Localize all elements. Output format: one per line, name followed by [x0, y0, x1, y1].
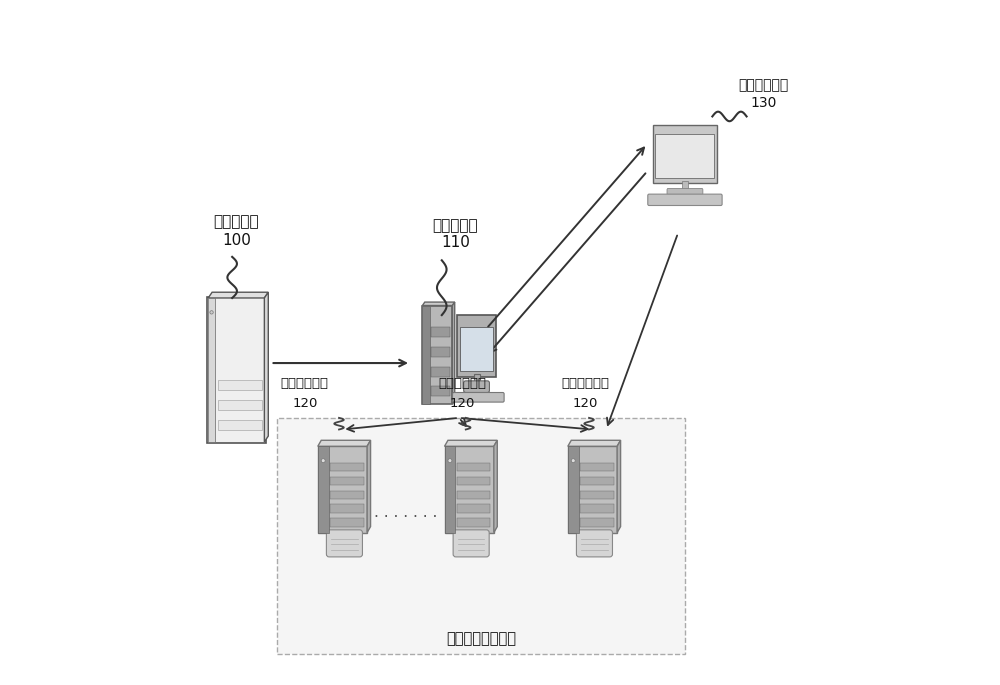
Bar	[457, 504, 490, 513]
Bar	[457, 477, 490, 485]
Bar	[457, 490, 490, 499]
Polygon shape	[617, 440, 621, 533]
Bar	[568, 447, 579, 533]
Bar	[682, 181, 688, 190]
FancyBboxPatch shape	[653, 125, 717, 183]
FancyBboxPatch shape	[576, 530, 612, 557]
Bar	[457, 518, 490, 527]
Polygon shape	[367, 440, 371, 533]
FancyBboxPatch shape	[422, 306, 452, 404]
FancyBboxPatch shape	[667, 188, 703, 195]
Bar	[457, 463, 490, 471]
Bar	[330, 504, 364, 513]
FancyBboxPatch shape	[648, 194, 722, 206]
Circle shape	[210, 311, 213, 314]
FancyBboxPatch shape	[445, 447, 494, 533]
Bar	[218, 421, 262, 430]
Text: 域名服务器: 域名服务器	[433, 218, 478, 233]
Bar	[580, 504, 614, 513]
FancyBboxPatch shape	[453, 393, 504, 402]
Bar	[580, 490, 614, 499]
Polygon shape	[208, 292, 268, 298]
Bar	[460, 327, 493, 371]
Text: 第二用户终端: 第二用户终端	[739, 79, 789, 92]
FancyBboxPatch shape	[453, 530, 489, 557]
Polygon shape	[494, 440, 497, 533]
Bar	[422, 306, 430, 404]
FancyBboxPatch shape	[457, 315, 496, 377]
Bar	[474, 374, 480, 384]
Text: 长连接服务器集群: 长连接服务器集群	[446, 631, 516, 646]
Text: 120: 120	[573, 397, 598, 410]
FancyBboxPatch shape	[277, 418, 685, 654]
Bar	[431, 327, 450, 337]
Bar	[445, 447, 455, 533]
FancyBboxPatch shape	[318, 447, 367, 533]
Bar	[330, 518, 364, 527]
Bar	[330, 490, 364, 499]
Circle shape	[448, 459, 452, 462]
Circle shape	[321, 459, 325, 462]
Text: 120: 120	[450, 397, 475, 410]
Text: 130: 130	[751, 96, 777, 110]
Polygon shape	[318, 440, 371, 447]
Polygon shape	[422, 302, 455, 306]
Text: 120: 120	[292, 397, 317, 410]
Text: 长连接服务器: 长连接服务器	[438, 377, 486, 390]
Bar	[655, 134, 714, 178]
Bar	[431, 386, 450, 396]
Text: 100: 100	[222, 233, 251, 248]
Polygon shape	[445, 440, 497, 447]
Bar	[580, 463, 614, 471]
Polygon shape	[568, 440, 621, 447]
Text: 110: 110	[441, 235, 470, 250]
Bar	[218, 400, 262, 410]
Bar	[218, 380, 262, 390]
Text: · · · · · · ·: · · · · · · ·	[374, 510, 438, 525]
Polygon shape	[452, 302, 455, 404]
FancyBboxPatch shape	[568, 447, 617, 533]
Text: 长连接服务器: 长连接服务器	[281, 377, 329, 390]
FancyBboxPatch shape	[207, 297, 266, 443]
Bar	[431, 347, 450, 357]
Bar	[318, 447, 329, 533]
Bar	[580, 477, 614, 485]
Circle shape	[571, 459, 575, 462]
Bar	[330, 463, 364, 471]
Text: 业务服务器: 业务服务器	[213, 214, 259, 229]
Text: 长连接服务器: 长连接服务器	[562, 377, 610, 390]
Bar	[431, 366, 450, 377]
Bar	[330, 477, 364, 485]
Bar	[208, 298, 215, 442]
FancyBboxPatch shape	[326, 530, 362, 557]
Polygon shape	[264, 292, 268, 442]
FancyBboxPatch shape	[464, 381, 489, 393]
Bar	[580, 518, 614, 527]
